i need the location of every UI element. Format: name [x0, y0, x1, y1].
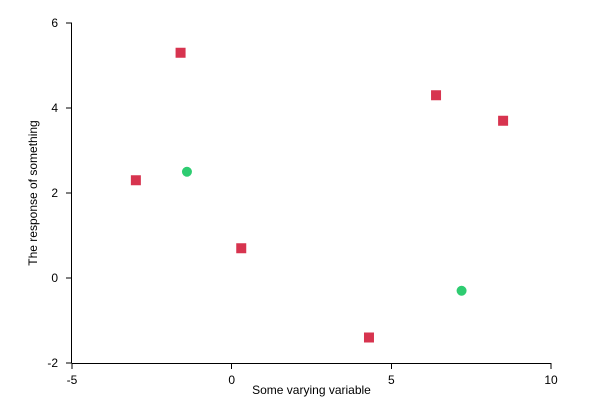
y-tick-label: 4 [51, 101, 58, 115]
y-tick-label: 6 [51, 16, 58, 30]
data-point-circle [456, 285, 467, 296]
data-point-square [498, 115, 509, 126]
y-tick-label: -2 [47, 356, 58, 370]
x-tick-label: 10 [544, 373, 558, 387]
data-point-circle [181, 166, 192, 177]
data-point-square [236, 243, 247, 254]
data-points [130, 47, 509, 343]
y-axis-title: The response of something [26, 120, 40, 265]
y-tick-label: 0 [51, 271, 58, 285]
plot-area: -5 0 5 10 -2 0 2 4 6 [47, 16, 558, 387]
x-tick-label: 0 [228, 373, 235, 387]
x-tick-label: 5 [388, 373, 395, 387]
y-tick-label: 2 [51, 186, 58, 200]
data-point-square [431, 90, 442, 101]
x-axis-ticks: -5 0 5 10 [67, 363, 558, 387]
data-point-square [130, 175, 141, 186]
data-point-square [363, 332, 374, 343]
x-axis-title: Some varying variable [252, 383, 371, 397]
x-tick-label: -5 [67, 373, 78, 387]
data-point-square [175, 47, 186, 58]
y-axis-ticks: -2 0 2 4 6 [47, 16, 72, 370]
